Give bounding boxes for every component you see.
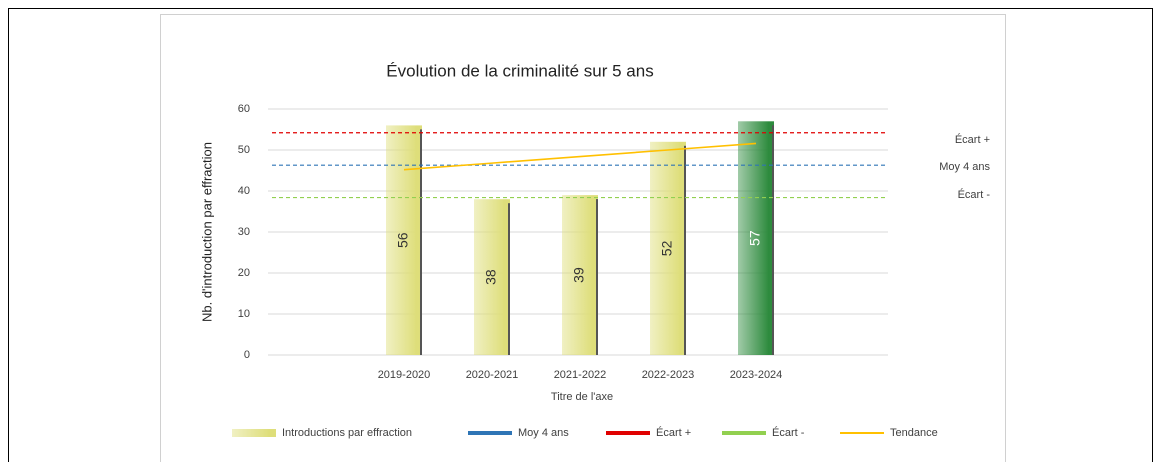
line-label: Moy 4 ans [939,161,990,173]
bar-shadow [684,145,686,355]
x-tick-label: 2021-2022 [554,369,607,381]
bar-label: 56 [395,232,411,248]
bar-label: 52 [659,240,675,256]
line-label: Écart - [958,188,991,201]
y-tick-label: 10 [238,308,250,320]
x-tick-label: 2023-2024 [730,369,783,381]
line [403,142,757,171]
legend-label: Écart + [656,426,691,439]
y-tick-label: 30 [238,226,250,238]
legend-label: Introductions par effraction [282,427,412,439]
bar-label: 39 [571,267,587,283]
line-label: Écart + [955,133,990,146]
chart-title: Évolution de la criminalité sur 5 ans [386,61,653,80]
bar [650,141,686,355]
bar [474,199,510,355]
bar-label: 38 [483,269,499,285]
x-tick-label: 2020-2021 [466,369,519,381]
bar-shadow [420,129,422,355]
x-axis-title: Titre de l'axe [551,391,613,403]
bar-shadow [508,203,510,355]
legend-label: Tendance [890,427,938,439]
y-tick-label: 60 [238,103,250,115]
legend-label: Moy 4 ans [518,427,569,439]
bar-shadow [596,199,598,355]
bar-label: 57 [747,230,763,246]
legend-swatch [232,429,276,437]
frame [8,8,1153,462]
x-tick-label: 2019-2020 [378,369,431,381]
bar-shadow [772,125,774,355]
bar [562,195,598,355]
x-tick-label: 2022-2023 [642,369,695,381]
legend-label: Écart - [772,426,805,439]
y-tick-label: 50 [238,144,250,156]
y-tick-label: 40 [238,185,250,197]
y-tick-label: 0 [244,349,250,361]
y-axis-title: Nb. d'introduction par effraction [199,142,214,322]
bar [386,125,422,356]
y-tick-label: 20 [238,267,250,279]
bar [738,121,774,355]
